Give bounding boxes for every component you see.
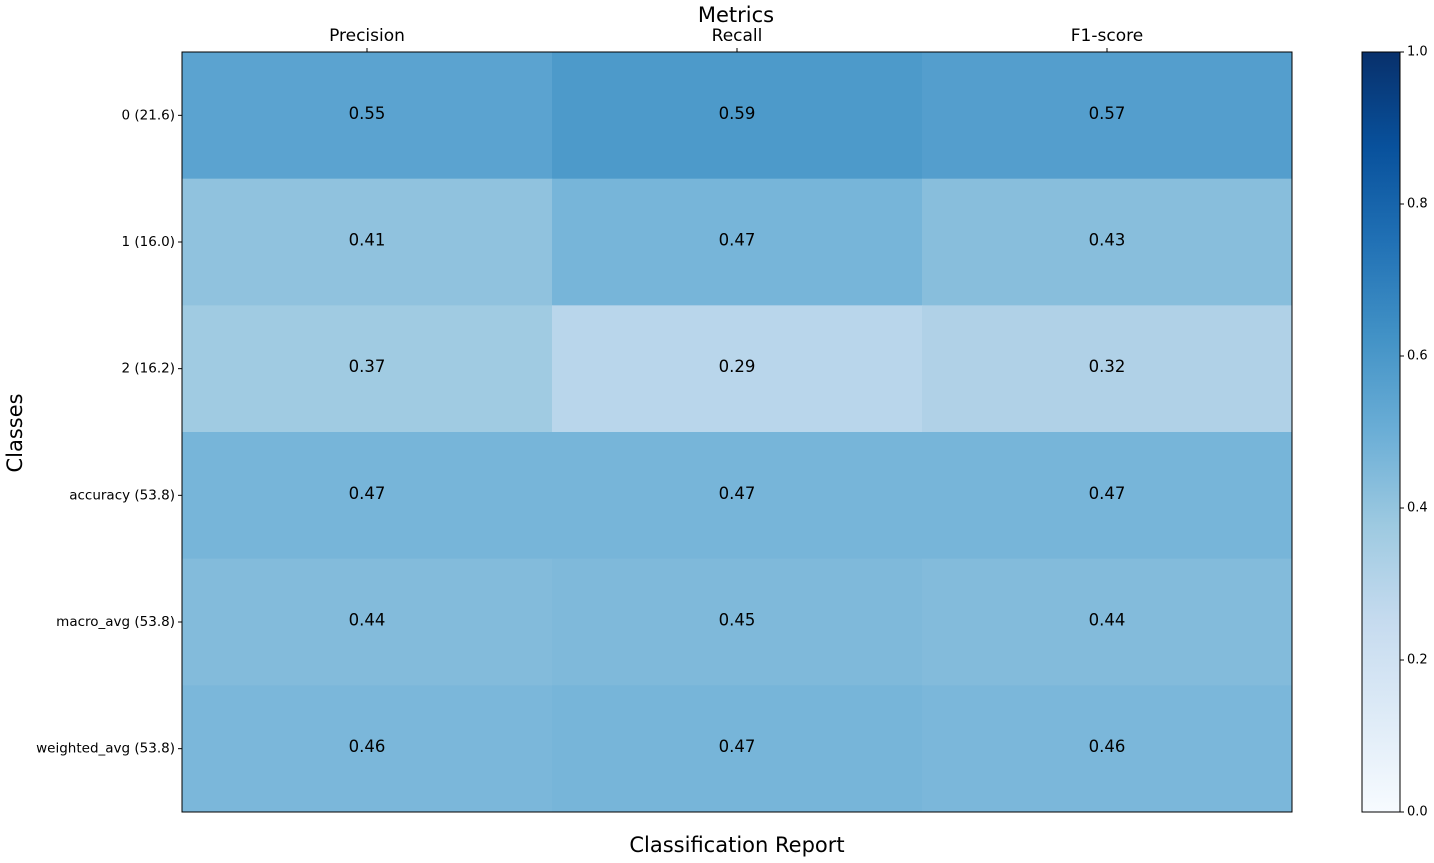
heatmap-cell	[182, 178, 553, 306]
colorbar	[1361, 51, 1401, 813]
heatmap-cell	[922, 685, 1293, 813]
heatmap-cell-label: 0.32	[1089, 357, 1126, 376]
heatmap-cell-label: 0.47	[719, 737, 756, 756]
heatmap-cell-label: 0.29	[719, 357, 756, 376]
colorbar-tick-label: 1.0	[1407, 45, 1428, 60]
row-label: 1 (16.0)	[122, 234, 175, 250]
heatmap-cell	[182, 558, 553, 686]
row-label: weighted_avg (53.8)	[36, 741, 175, 757]
heatmap-cells	[182, 52, 1293, 813]
heatmap-cell-label: 0.55	[349, 104, 386, 123]
heatmap-cell-label: 0.47	[1089, 484, 1126, 503]
heatmap-cell	[922, 432, 1293, 560]
column-label: Precision	[329, 26, 405, 46]
heatmap-cell-label: 0.47	[719, 484, 756, 503]
heatmap-cell	[552, 305, 923, 433]
column-ticks: Precision Recall F1-score	[329, 26, 1143, 52]
heatmap-cell-label: 0.47	[349, 484, 386, 503]
colorbar-tick-label: 0.2	[1407, 653, 1428, 668]
heatmap-cell	[552, 558, 923, 686]
row-ticks: 0 (21.6) 1 (16.0) 2 (16.2) accuracy (53.8) m…	[36, 107, 182, 757]
colorbar-ticks: 0.0 0.2 0.4 0.6 0.8 1.0	[1400, 45, 1428, 820]
colorbar-tick-label: 0.6	[1407, 349, 1428, 364]
chart-title: Metrics	[698, 3, 774, 27]
heatmap-cell	[182, 52, 553, 180]
x-axis-label: Classification Report	[629, 833, 844, 857]
heatmap-cell	[182, 305, 553, 433]
row-label: macro_avg (53.8)	[56, 614, 175, 630]
row-label: accuracy (53.8)	[69, 487, 175, 503]
heatmap-cell-label: 0.43	[1089, 231, 1126, 250]
heatmap-cell-label: 0.57	[1089, 104, 1126, 123]
colorbar-tick-label: 0.4	[1407, 501, 1428, 516]
heatmap-cell	[182, 685, 553, 813]
heatmap-cell-label: 0.46	[349, 737, 386, 756]
heatmap-cell	[552, 685, 923, 813]
heatmap-cell-label: 0.46	[1089, 737, 1126, 756]
heatmap-cell-labels: 0.55 0.59 0.57 0.41 0.47 0.43 0.37 0.29 0.32 0.47…	[349, 104, 1126, 756]
heatmap-cell-label: 0.41	[349, 231, 386, 250]
heatmap-cell-label: 0.44	[349, 611, 386, 630]
row-label: 0 (21.6)	[122, 107, 175, 123]
heatmap-cell-label: 0.45	[719, 611, 756, 630]
row-label: 2 (16.2)	[122, 361, 175, 377]
column-label: F1-score	[1071, 26, 1143, 46]
column-label: Recall	[712, 26, 763, 46]
colorbar-tick-label: 0.0	[1407, 805, 1428, 820]
heatmap-cell	[922, 52, 1293, 180]
heatmap-cell	[552, 52, 923, 180]
heatmap-cell-label: 0.37	[349, 357, 386, 376]
heatmap-cell	[182, 432, 553, 560]
heatmap-cell	[552, 178, 923, 306]
heatmap-cell-label: 0.59	[719, 104, 756, 123]
colorbar-tick-label: 0.8	[1407, 197, 1428, 212]
heatmap-cell	[552, 432, 923, 560]
heatmap-cell	[922, 305, 1293, 433]
heatmap-cell-label: 0.44	[1089, 611, 1126, 630]
heatmap-cell-label: 0.47	[719, 231, 756, 250]
y-axis-label: Classes	[3, 393, 27, 472]
heatmap-cell	[922, 558, 1293, 686]
heatmap-cell	[922, 178, 1293, 306]
